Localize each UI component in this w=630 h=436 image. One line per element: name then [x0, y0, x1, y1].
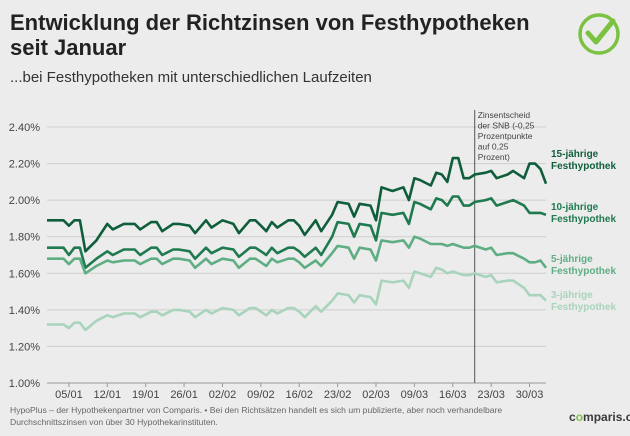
- x-tick-label: 26/01: [170, 389, 198, 401]
- x-tick-label: 16/03: [439, 389, 467, 401]
- checkmark-logo-icon: [578, 13, 620, 55]
- annotation-text: Prozent): [478, 152, 510, 162]
- series-label: Festhypothek: [551, 214, 616, 225]
- x-axis: 05/01 12/01 19/01 26/01 02/02 09/02 16/02 23/02…: [55, 383, 543, 401]
- footer-note: HypoPlus – der Hypothekenpartner von Com…: [10, 405, 503, 427]
- brand-post: mparis.ch: [583, 410, 630, 424]
- series-label: 10-jährige: [551, 202, 599, 213]
- x-tick-label: 02/03: [362, 389, 390, 401]
- x-tick-label: 09/03: [401, 389, 429, 401]
- x-tick-label: 05/01: [55, 389, 83, 401]
- y-tick-label: 1.20%: [9, 341, 40, 353]
- x-tick-label: 12/01: [94, 389, 122, 401]
- series-line-4: [47, 266, 547, 332]
- series-line-3: [47, 235, 548, 275]
- x-tick-label: 16/02: [285, 389, 313, 401]
- y-tick-label: 1.60%: [9, 268, 40, 280]
- page-subtitle: ...bei Festhypotheken mit unterschiedlic…: [10, 69, 372, 86]
- series-line-1: [47, 156, 548, 253]
- y-tick-label: 2.40%: [9, 122, 40, 134]
- series-label: 3-jährige: [551, 290, 593, 301]
- brand-dot: o: [575, 410, 584, 424]
- series-label: Festhypothek: [551, 266, 616, 277]
- x-tick-label: 09/02: [247, 389, 275, 401]
- series-label: 5-jährige: [551, 254, 593, 265]
- annotation-text: der SNB (-0,25: [478, 121, 535, 131]
- series-label: 15-jährige: [551, 149, 599, 160]
- x-tick-label: 19/01: [132, 389, 160, 401]
- x-tick-label: 23/02: [324, 389, 352, 401]
- grid: [47, 126, 546, 384]
- series-line-2: [47, 195, 547, 270]
- x-tick-label: 30/03: [516, 389, 544, 401]
- y-tick-label: 2.00%: [9, 195, 40, 207]
- y-axis: 2.40% 2.20% 2.00% 1.80% 1.60% 1.40% 1.20% 1.00%: [9, 122, 40, 390]
- brand-pre: c: [569, 410, 576, 424]
- series-lines: [47, 156, 548, 332]
- series-label: Festhypothek: [551, 161, 616, 172]
- annotation-text: Prozentpunkte: [478, 131, 533, 141]
- page-title: Entwicklung der Richtzinsen von Festhypo…: [10, 10, 530, 60]
- series-label: Festhypothek: [551, 302, 616, 313]
- y-tick-label: 1.00%: [9, 378, 40, 390]
- annotation-text: auf 0,25: [478, 142, 509, 152]
- annotation-text: Zinsentscheid: [478, 110, 531, 120]
- brand-logo[interactable]: comparis.ch: [569, 410, 630, 424]
- y-tick-label: 2.20%: [9, 159, 40, 171]
- x-tick-label: 23/03: [477, 389, 505, 401]
- series-labels: 15-jährigeFesthypothek10-jährigeFesthypo…: [551, 149, 616, 313]
- y-tick-label: 1.40%: [9, 305, 40, 317]
- x-tick-label: 02/02: [209, 389, 237, 401]
- y-tick-label: 1.80%: [9, 232, 40, 244]
